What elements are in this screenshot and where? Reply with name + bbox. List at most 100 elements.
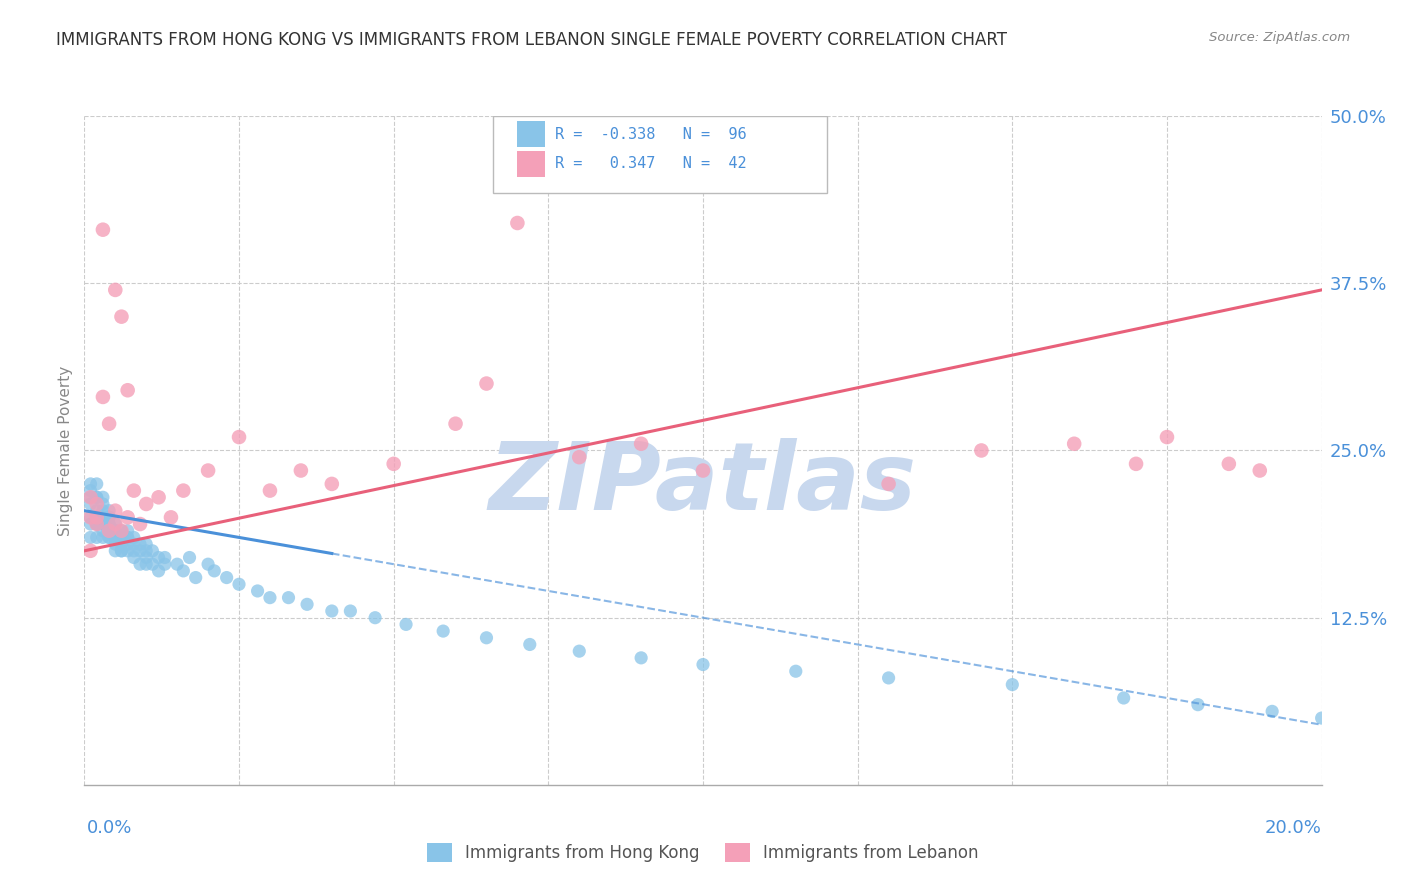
Point — [117, 510, 139, 524]
Point — [110, 524, 132, 538]
Point — [135, 537, 157, 551]
Point — [91, 516, 114, 531]
Point — [877, 671, 900, 685]
Point — [79, 510, 101, 524]
Y-axis label: Single Female Poverty: Single Female Poverty — [58, 366, 73, 535]
Point — [98, 417, 121, 431]
Point — [277, 591, 299, 605]
Point — [91, 530, 114, 544]
Point — [135, 544, 157, 558]
Point — [122, 544, 145, 558]
Point — [79, 516, 101, 531]
Point — [110, 544, 132, 558]
Point — [122, 483, 145, 498]
Point — [86, 516, 108, 531]
Point — [79, 476, 101, 491]
Point — [148, 490, 170, 504]
Point — [475, 376, 498, 391]
Point — [98, 503, 121, 517]
Point — [104, 524, 127, 538]
Point — [259, 483, 281, 498]
Point — [122, 537, 145, 551]
Point — [519, 637, 541, 651]
Point — [86, 490, 108, 504]
Point — [98, 516, 121, 531]
Point — [568, 644, 591, 658]
Point — [1249, 464, 1271, 478]
Point — [86, 516, 108, 531]
Text: IMMIGRANTS FROM HONG KONG VS IMMIGRANTS FROM LEBANON SINGLE FEMALE POVERTY CORRE: IMMIGRANTS FROM HONG KONG VS IMMIGRANTS … — [56, 31, 1007, 49]
Text: 0.0%: 0.0% — [87, 819, 132, 837]
Point — [79, 530, 101, 544]
Point — [339, 604, 361, 618]
Point — [259, 591, 281, 605]
Point — [1156, 430, 1178, 444]
Point — [129, 537, 152, 551]
Point — [506, 216, 529, 230]
Point — [228, 430, 250, 444]
Point — [91, 524, 114, 538]
Point — [117, 537, 139, 551]
Point — [630, 436, 652, 450]
Point — [117, 384, 139, 398]
Point — [568, 450, 591, 464]
Point — [970, 443, 993, 458]
Point — [98, 524, 121, 538]
Point — [98, 524, 121, 538]
Point — [91, 503, 114, 517]
Point — [110, 530, 132, 544]
Text: 20.0%: 20.0% — [1265, 819, 1322, 837]
Point — [86, 510, 108, 524]
Point — [91, 223, 114, 237]
Point — [135, 557, 157, 572]
Point — [364, 611, 387, 625]
Point — [104, 524, 127, 538]
Point — [432, 624, 454, 639]
Point — [1063, 436, 1085, 450]
Point — [215, 571, 238, 585]
Point — [110, 310, 132, 324]
Point — [129, 516, 152, 531]
Point — [785, 664, 807, 679]
Point — [122, 530, 145, 544]
Point — [86, 510, 108, 524]
Point — [79, 483, 101, 498]
Point — [91, 490, 114, 504]
Point — [141, 544, 163, 558]
Point — [179, 550, 201, 565]
Point — [630, 651, 652, 665]
Point — [91, 510, 114, 524]
Point — [110, 544, 132, 558]
Point — [117, 530, 139, 544]
Point — [382, 457, 405, 471]
Point — [692, 657, 714, 672]
FancyBboxPatch shape — [517, 121, 544, 147]
Point — [98, 510, 121, 524]
Point — [135, 550, 157, 565]
Point — [160, 510, 183, 524]
Point — [104, 537, 127, 551]
Point — [1187, 698, 1209, 712]
Point — [110, 530, 132, 544]
Point — [110, 524, 132, 538]
Point — [98, 530, 121, 544]
Point — [98, 516, 121, 531]
Point — [104, 516, 127, 531]
Point — [104, 544, 127, 558]
Point — [86, 476, 108, 491]
Text: R =   0.347   N =  42: R = 0.347 N = 42 — [554, 156, 747, 171]
Point — [86, 497, 108, 511]
Point — [79, 497, 101, 511]
Point — [79, 490, 101, 504]
Point — [877, 476, 900, 491]
Point — [91, 390, 114, 404]
Text: R =  -0.338   N =  96: R = -0.338 N = 96 — [554, 127, 747, 142]
Point — [104, 530, 127, 544]
Point — [104, 283, 127, 297]
Point — [1310, 711, 1333, 725]
Point — [86, 516, 108, 531]
Point — [1001, 678, 1024, 692]
Point — [395, 617, 418, 632]
Point — [86, 503, 108, 517]
Point — [141, 557, 163, 572]
